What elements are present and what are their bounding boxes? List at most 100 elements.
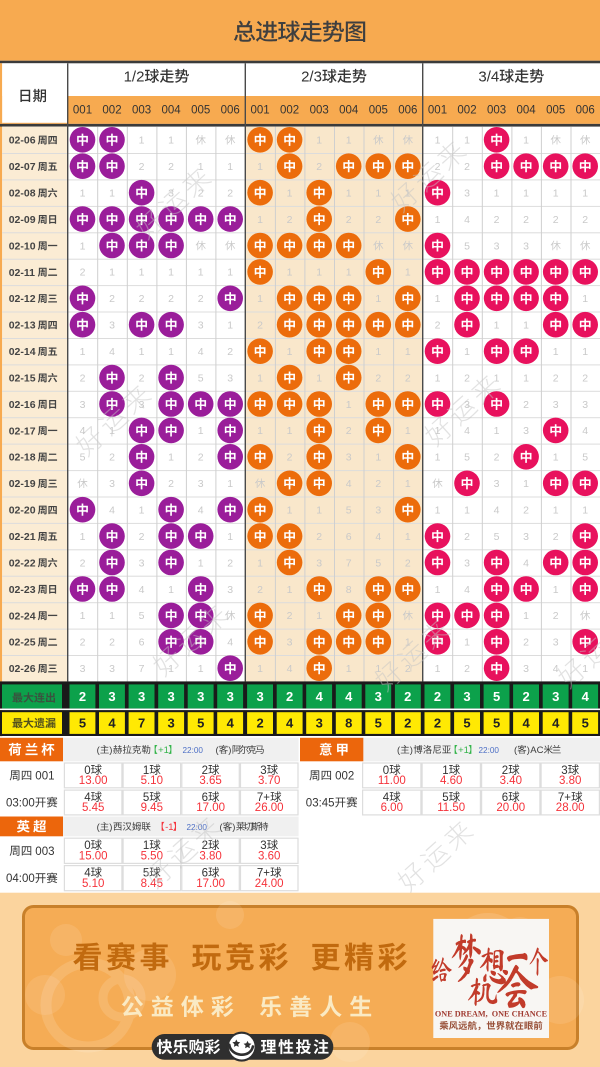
svg-text:1: 1 xyxy=(168,135,174,147)
svg-text:1: 1 xyxy=(80,531,86,543)
svg-text:0: 0 xyxy=(84,765,90,777)
svg-text:001: 001 xyxy=(35,771,54,783)
svg-text:1: 1 xyxy=(257,425,263,437)
svg-text:11.00: 11.00 xyxy=(378,775,406,787)
svg-text:1: 1 xyxy=(553,188,559,200)
svg-text:5: 5 xyxy=(464,240,470,252)
svg-text:4: 4 xyxy=(375,531,381,543)
svg-text:1: 1 xyxy=(80,610,86,622)
svg-text:004: 004 xyxy=(517,105,537,117)
svg-text:2: 2 xyxy=(464,372,470,384)
svg-text:2: 2 xyxy=(139,372,145,384)
svg-text:003: 003 xyxy=(132,105,151,117)
svg-text:1: 1 xyxy=(346,135,352,147)
svg-text:): ) xyxy=(109,745,112,756)
svg-text:02-14: 02-14 xyxy=(9,346,36,358)
svg-text:8: 8 xyxy=(346,584,352,596)
svg-text:4: 4 xyxy=(552,716,560,731)
svg-text:2: 2 xyxy=(405,372,411,384)
svg-text:3: 3 xyxy=(139,557,145,569)
svg-text:2: 2 xyxy=(202,765,208,777)
svg-text:1: 1 xyxy=(553,584,559,596)
svg-text:2: 2 xyxy=(316,161,322,173)
svg-text:2: 2 xyxy=(553,372,559,384)
svg-text:1: 1 xyxy=(287,267,293,279)
svg-text:2: 2 xyxy=(316,531,322,543)
svg-text:02-17: 02-17 xyxy=(9,425,36,437)
svg-text:1: 1 xyxy=(435,452,441,464)
svg-text:7: 7 xyxy=(346,557,352,569)
svg-text:5: 5 xyxy=(197,716,204,731)
svg-text:2: 2 xyxy=(80,267,86,279)
svg-text:3: 3 xyxy=(523,663,529,675)
svg-text:11.50: 11.50 xyxy=(437,802,465,814)
svg-text:0: 0 xyxy=(383,765,389,777)
svg-text:02-25: 02-25 xyxy=(9,637,36,649)
svg-text:6.00: 6.00 xyxy=(381,802,403,814)
svg-text:7: 7 xyxy=(138,716,145,731)
svg-text:4: 4 xyxy=(553,663,559,675)
svg-text:2: 2 xyxy=(405,663,411,675)
svg-text:4: 4 xyxy=(522,716,530,731)
svg-text:3: 3 xyxy=(316,716,323,731)
svg-text:02-23: 02-23 xyxy=(9,584,36,596)
svg-text:4: 4 xyxy=(198,346,204,358)
svg-text:26.00: 26.00 xyxy=(255,802,284,814)
svg-text:1: 1 xyxy=(435,584,441,596)
svg-text:1: 1 xyxy=(227,267,233,279)
svg-text:2: 2 xyxy=(257,320,263,332)
svg-text:4: 4 xyxy=(84,792,91,804)
svg-text:3: 3 xyxy=(167,716,174,731)
svg-text:+1: +1 xyxy=(158,745,169,756)
svg-text:5: 5 xyxy=(582,716,589,731)
svg-text:1: 1 xyxy=(375,663,381,675)
svg-text:4: 4 xyxy=(286,716,294,731)
svg-text:02-10: 02-10 xyxy=(9,240,36,252)
svg-text:1: 1 xyxy=(346,663,352,675)
svg-text:1: 1 xyxy=(257,663,263,675)
svg-text:3: 3 xyxy=(287,637,293,649)
svg-text:9.45: 9.45 xyxy=(141,802,163,814)
svg-text:2: 2 xyxy=(109,293,115,305)
svg-text:1: 1 xyxy=(139,346,145,358)
svg-text:4: 4 xyxy=(345,689,353,704)
svg-text:1: 1 xyxy=(316,135,322,147)
svg-text:24.00: 24.00 xyxy=(255,878,284,890)
svg-text:1: 1 xyxy=(494,188,500,200)
svg-text:3: 3 xyxy=(553,399,559,411)
svg-text:4: 4 xyxy=(494,505,500,517)
svg-text:2: 2 xyxy=(502,765,508,777)
svg-text:2: 2 xyxy=(375,214,381,226)
svg-text:2: 2 xyxy=(582,372,588,384)
svg-text:3: 3 xyxy=(260,765,266,777)
svg-text:4: 4 xyxy=(582,689,590,704)
svg-text:5: 5 xyxy=(346,505,352,517)
svg-text:8: 8 xyxy=(345,716,352,731)
svg-text:1: 1 xyxy=(257,557,263,569)
svg-text:2: 2 xyxy=(346,425,352,437)
svg-text:1: 1 xyxy=(405,531,411,543)
svg-text:1: 1 xyxy=(464,505,470,517)
svg-text:2: 2 xyxy=(523,214,529,226)
svg-text:3.65: 3.65 xyxy=(199,775,221,787)
svg-text:2: 2 xyxy=(553,531,559,543)
svg-text:2: 2 xyxy=(404,716,411,731)
svg-text:4: 4 xyxy=(227,716,235,731)
svg-text:1: 1 xyxy=(405,478,411,490)
svg-text:2: 2 xyxy=(287,452,293,464)
svg-text:2: 2 xyxy=(346,214,352,226)
svg-text:1: 1 xyxy=(494,372,500,384)
svg-text:1: 1 xyxy=(109,188,115,200)
svg-text:28.00: 28.00 xyxy=(556,802,585,814)
svg-text:1: 1 xyxy=(257,161,263,173)
svg-text:3: 3 xyxy=(464,399,470,411)
svg-text:): ) xyxy=(410,745,413,756)
svg-text:5: 5 xyxy=(375,557,381,569)
svg-text:1: 1 xyxy=(435,293,441,305)
svg-text:1: 1 xyxy=(435,505,441,517)
svg-text:1: 1 xyxy=(109,267,115,279)
svg-text:3: 3 xyxy=(494,478,500,490)
svg-text:7+: 7+ xyxy=(257,868,270,880)
svg-text:6: 6 xyxy=(346,531,352,543)
svg-text:-1: -1 xyxy=(165,822,173,833)
